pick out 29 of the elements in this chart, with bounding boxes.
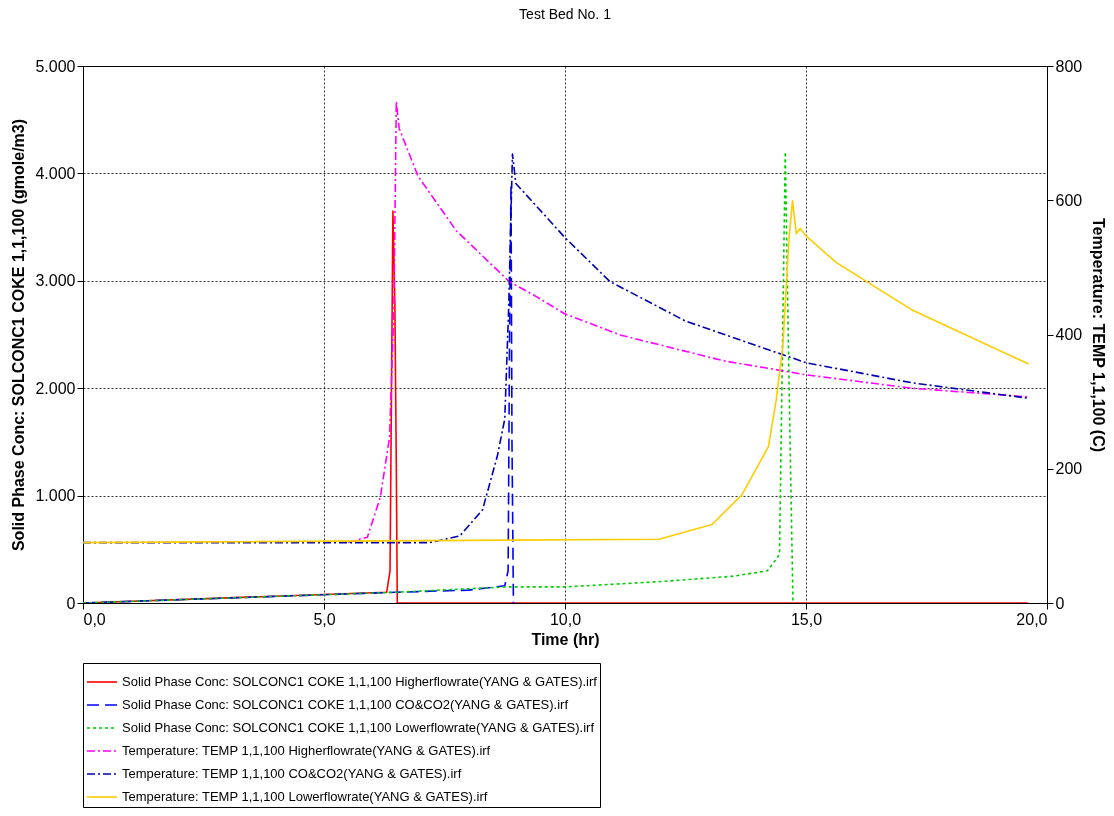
x-tick-label: 5,0 bbox=[313, 610, 336, 628]
line-series bbox=[83, 183, 515, 603]
legend-label: Solid Phase Conc: SOLCONC1 COKE 1,1,100 Lowerflowrate(YANG & GATES).irf bbox=[122, 720, 595, 735]
y2-tick-label: 600 bbox=[1055, 191, 1083, 209]
y2-axis-title: Temperature: TEMP 1,1,100 (C) bbox=[1090, 217, 1108, 453]
x-tick-label: 15,0 bbox=[790, 610, 823, 628]
y2-tick-label: 800 bbox=[1055, 57, 1083, 75]
y2-tick-label: 400 bbox=[1055, 326, 1083, 343]
y-tick-label: 1.000 bbox=[35, 487, 76, 505]
x-tick-label: 0,0 bbox=[83, 610, 106, 628]
y2-tick-label: 200 bbox=[1055, 460, 1083, 478]
y-axis-title: Solid Phase Conc: SOLCONC1 COKE 1,1,100 (gmole/m3) bbox=[10, 118, 28, 552]
y2-tick-label: 0 bbox=[1055, 594, 1065, 612]
legend-label: Solid Phase Conc: SOLCONC1 COKE 1,1,100 Higherflowrate(YANG & GATES).irf bbox=[122, 674, 598, 689]
chart-title: Test Bed No. 1 bbox=[519, 6, 612, 22]
x-tick-label: 10,0 bbox=[549, 610, 582, 628]
line-series bbox=[347, 100, 1030, 544]
y-tick-label: 0 bbox=[66, 594, 76, 612]
y-tick-label: 3.000 bbox=[35, 272, 76, 290]
x-tick-label: 20,0 bbox=[1016, 610, 1048, 628]
y-tick-label: 2.000 bbox=[35, 379, 76, 397]
y-tick-label: 4.000 bbox=[35, 164, 76, 182]
legend-label: Temperature: TEMP 1,1,100 Higherflowrate(YANG & GATES).irf bbox=[122, 743, 491, 758]
line-series bbox=[83, 151, 794, 603]
legend-label: Temperature: TEMP 1,1,100 Lowerflowrate(YANG & GATES).irf bbox=[122, 789, 488, 804]
x-axis-title: Time (hr) bbox=[531, 630, 600, 648]
legend-label: Temperature: TEMP 1,1,100 CO&CO2(YANG & GATES).irf bbox=[122, 766, 462, 781]
legend-label: Solid Phase Conc: SOLCONC1 COKE 1,1,100 CO&CO2(YANG & GATES).irf bbox=[122, 697, 569, 712]
y-tick-label: 5.000 bbox=[35, 57, 76, 75]
